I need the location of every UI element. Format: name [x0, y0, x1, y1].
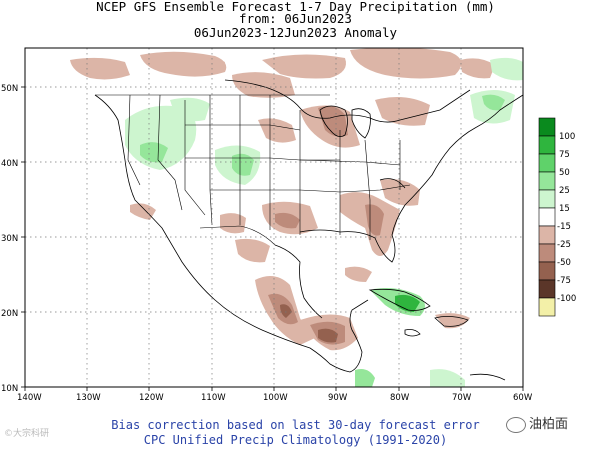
legend-swatch	[538, 153, 556, 173]
watermark-right: 油柏面	[506, 413, 568, 433]
map-content	[25, 48, 523, 387]
lat-label: 20N	[1, 309, 18, 319]
legend-label: -50	[557, 258, 571, 268]
legend-label: 75	[559, 150, 570, 160]
legend-swatch	[538, 243, 556, 263]
legend-swatch	[538, 225, 556, 245]
lon-label: 100W	[263, 393, 288, 403]
legend-label: -100	[557, 294, 576, 304]
legend-swatch	[538, 189, 556, 209]
watermark-right-text: 油柏面	[529, 417, 569, 432]
wet-anomaly-regions	[125, 57, 523, 387]
lat-label: 50N	[1, 84, 18, 94]
legend-swatch	[538, 171, 556, 191]
legend-swatch	[538, 117, 556, 137]
legend-label: -25	[557, 240, 571, 250]
anomaly-period: 06Jun2023-12Jun2023 Anomaly	[193, 25, 398, 40]
legend-swatch	[538, 135, 556, 155]
forecast-date: from: 06Jun2023	[239, 11, 352, 26]
lon-label: 120W	[139, 393, 164, 403]
legend-label: 100	[559, 132, 575, 142]
legend-swatch	[538, 279, 556, 299]
climatology-note: CPC Unified Precip Climatology (1991-202…	[143, 433, 448, 447]
longitude-labels: 140W 130W 120W 110W 100W 90W 80W 70W 60W	[17, 393, 533, 403]
lat-label: 30N	[1, 234, 18, 244]
lon-label: 140W	[17, 393, 42, 403]
legend-label: 25	[559, 186, 570, 196]
lon-label: 110W	[201, 393, 226, 403]
latitude-labels: 50N 40N 30N 20N 10N	[1, 84, 18, 394]
lon-label: 60W	[513, 393, 533, 403]
lon-label: 80W	[390, 393, 410, 403]
lon-label: 130W	[76, 393, 101, 403]
legend-label: 15	[559, 204, 570, 214]
wechat-icon	[506, 416, 526, 433]
legend-label: -75	[557, 276, 571, 286]
legend-label: 50	[559, 168, 570, 178]
legend-label: -15	[557, 222, 571, 232]
lon-label: 90W	[328, 393, 348, 403]
coastlines	[94, 79, 523, 381]
legend-swatch	[538, 297, 556, 317]
dry-anomaly-strong	[280, 304, 338, 343]
lon-label: 70W	[452, 393, 472, 403]
lat-lon-grid	[25, 48, 523, 387]
bias-correction-note: Bias correction based on last 30-day for…	[111, 418, 480, 432]
map-title: NCEP GFS Ensemble Forecast 1-7 Day Preci…	[96, 0, 495, 14]
legend-swatch	[538, 261, 556, 281]
axis-ticks	[21, 86, 524, 391]
lat-label: 40N	[1, 159, 18, 169]
color-legend: 100 75 50 25 15 -15 -25 -50 -75 -100	[538, 117, 576, 317]
legend-swatch	[538, 207, 556, 227]
watermark-left: ©大宗科研	[4, 429, 50, 439]
lat-label: 10N	[1, 384, 18, 394]
